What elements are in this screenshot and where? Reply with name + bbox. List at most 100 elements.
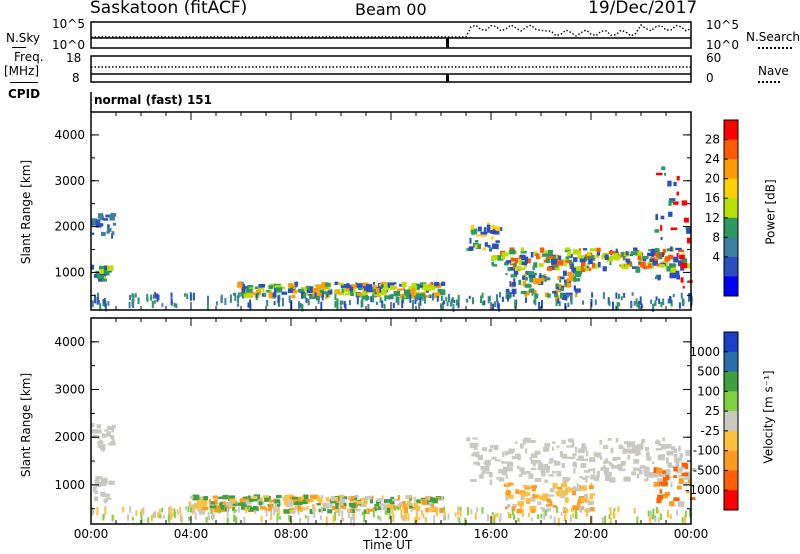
velocity-echo-cell	[548, 507, 551, 512]
velocity-echo-cell	[586, 451, 589, 457]
velocity-ytick-label: 4000	[54, 335, 85, 349]
velocity-echo-cell	[504, 506, 508, 510]
power-echo-cell	[341, 288, 345, 293]
velocity-echo-cell	[310, 494, 317, 499]
velocity-echo-cell	[529, 505, 537, 512]
velocity-echo-cell	[357, 500, 362, 505]
power-echo-cell	[280, 286, 285, 289]
power-echo-cell	[676, 191, 679, 196]
velocity-ground-scatter	[270, 515, 273, 520]
velocity-echo-cell	[331, 506, 336, 511]
velocity-echo-cell	[212, 495, 218, 499]
velocity-echo-cell	[566, 508, 569, 513]
velocity-ground-scatter	[260, 515, 263, 523]
power-ground-scatter	[616, 302, 619, 311]
power-echo-cell	[613, 253, 616, 259]
power-echo-cell	[275, 287, 283, 292]
power-ground-scatter	[488, 295, 491, 302]
velocity-echo-cell	[583, 470, 591, 473]
velocity-echo-cell	[353, 501, 360, 505]
power-colorbar-segment	[724, 237, 738, 258]
power-ground-scatter	[266, 300, 269, 307]
nsky-panel-frame	[90, 21, 692, 49]
power-echo-cell	[292, 284, 296, 290]
velocity-echo-cell	[542, 497, 546, 502]
power-echo-cell	[414, 285, 417, 291]
power-echo-cell	[676, 274, 681, 280]
power-ground-scatter	[512, 293, 515, 297]
power-ground-scatter	[372, 294, 375, 303]
velocity-ground-scatter	[529, 506, 532, 512]
velocity-echo-cell	[644, 466, 650, 473]
beam-label: Beam 00	[355, 0, 427, 19]
power-ground-scatter	[232, 292, 235, 296]
nsky-label: N.Sky	[6, 31, 41, 45]
velocity-ground-scatter	[391, 506, 394, 515]
velocity-echo-cell	[586, 507, 591, 513]
velocity-echo-cell	[675, 462, 680, 469]
power-echo-cell	[274, 285, 282, 289]
power-echo-cell	[91, 221, 95, 225]
velocity-ground-scatter	[248, 506, 250, 511]
power-echo-cell	[266, 290, 270, 293]
power-ground-scatter	[570, 295, 573, 305]
power-echo-cell	[555, 283, 559, 290]
power-echo-cell	[556, 286, 562, 290]
velocity-ground-scatter	[170, 511, 173, 520]
power-echo-cell	[538, 263, 544, 268]
velocity-echo-cell	[576, 483, 579, 486]
velocity-echo-cell	[267, 506, 272, 512]
velocity-echo-cell	[296, 501, 303, 505]
power-echo-cell	[294, 281, 298, 288]
power-ground-scatter	[487, 296, 490, 304]
velocity-echo-cell	[517, 465, 520, 470]
power-echo-cell	[305, 292, 309, 296]
velocity-colorbar-segment	[724, 351, 738, 373]
power-echo-cell	[107, 228, 112, 231]
velocity-ground-scatter	[361, 511, 364, 516]
velocity-echo-cell	[413, 502, 418, 507]
velocity-ground-scatter	[528, 513, 530, 518]
power-ground-scatter	[151, 300, 154, 308]
velocity-ground-scatter	[191, 507, 194, 515]
power-ground-scatter	[640, 303, 643, 309]
velocity-ground-scatter	[96, 507, 99, 516]
power-ground-scatter	[134, 293, 137, 298]
velocity-colorbar-segment	[724, 371, 738, 392]
freq-label: Freq.	[14, 50, 44, 64]
velocity-echo-cell	[505, 483, 509, 486]
power-ground-scatter	[288, 295, 291, 303]
velocity-echo-cell	[667, 462, 672, 468]
velocity-ground-scatter	[379, 516, 382, 522]
power-echo-cell	[515, 266, 521, 271]
power-echo-cell	[656, 255, 660, 259]
power-ground-scatter	[220, 294, 223, 304]
velocity-ground-scatter	[168, 507, 170, 516]
power-echo-cell	[541, 253, 548, 257]
velocity-ground-scatter	[279, 516, 281, 520]
velocity-echo-cell	[667, 465, 674, 468]
power-echo-cell	[404, 294, 410, 300]
power-ground-scatter	[341, 300, 344, 305]
power-echo-cell	[416, 283, 420, 290]
velocity-ground-scatter	[530, 517, 533, 522]
power-ground-scatter	[94, 294, 97, 304]
velocity-echo-cell	[96, 424, 102, 429]
velocity-ground-scatter	[140, 515, 143, 524]
velocity-echo-cell	[198, 504, 202, 510]
power-echo-cell	[647, 261, 653, 264]
velocity-echo-cell	[627, 444, 630, 448]
velocity-echo-cell	[274, 502, 277, 509]
power-ground-scatter	[538, 301, 541, 311]
x-tick-label: 16:00	[474, 527, 509, 541]
power-echo-cell	[490, 230, 496, 234]
x-axis-label: Time UT	[363, 538, 413, 552]
velocity-ground-scatter	[179, 513, 182, 522]
velocity-echo-cell	[284, 494, 289, 499]
velocity-echo-cell	[481, 447, 488, 452]
power-colorbar-tick-label: 16	[705, 191, 720, 205]
velocity-echo-cell	[235, 502, 242, 506]
nave-dotted-key	[758, 81, 780, 83]
power-echo-cell	[666, 266, 672, 272]
power-ground-scatter	[672, 293, 675, 298]
